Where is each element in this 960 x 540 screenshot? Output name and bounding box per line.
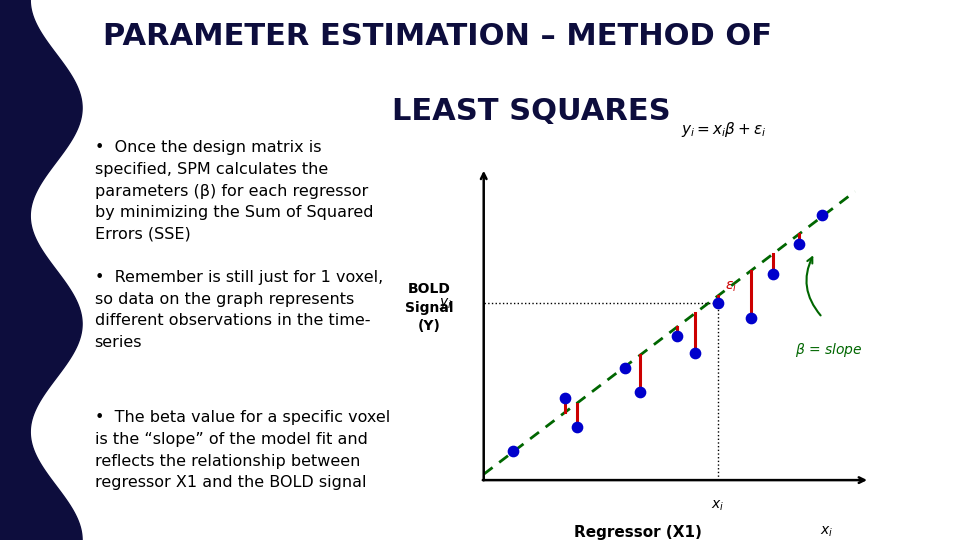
Point bbox=[506, 447, 521, 455]
Text: $y_i$: $y_i$ bbox=[440, 296, 452, 311]
Text: •  Once the design matrix is
specified, SPM calculates the
parameters (β) for ea: • Once the design matrix is specified, S… bbox=[94, 140, 373, 242]
Text: •  Remember is still just for 1 voxel,
so data on the graph represents
different: • Remember is still just for 1 voxel, so… bbox=[94, 270, 383, 350]
Text: LEAST SQUARES: LEAST SQUARES bbox=[392, 97, 670, 126]
Text: $\varepsilon_i$: $\varepsilon_i$ bbox=[725, 279, 737, 294]
Text: $\beta$ = slope: $\beta$ = slope bbox=[795, 341, 862, 359]
Polygon shape bbox=[0, 0, 82, 540]
Text: $x_i$: $x_i$ bbox=[711, 499, 724, 514]
Point bbox=[814, 211, 829, 219]
Text: BOLD
Signal
(Y): BOLD Signal (Y) bbox=[404, 282, 453, 333]
Text: PARAMETER ESTIMATION – METHOD OF: PARAMETER ESTIMATION – METHOD OF bbox=[103, 22, 772, 51]
Point bbox=[569, 423, 585, 431]
Text: $y_i = x_i\beta + \varepsilon_i$: $y_i = x_i\beta + \varepsilon_i$ bbox=[682, 120, 767, 139]
Text: $x_i$: $x_i$ bbox=[820, 525, 833, 539]
Point bbox=[766, 269, 781, 278]
Point bbox=[632, 387, 647, 396]
Point bbox=[792, 240, 807, 249]
Point bbox=[617, 364, 633, 373]
Text: •  The beta value for a specific voxel
is the “slope” of the model fit and
refle: • The beta value for a specific voxel is… bbox=[94, 410, 390, 490]
Point bbox=[687, 349, 703, 358]
Point bbox=[743, 314, 758, 322]
Point bbox=[669, 332, 684, 340]
Point bbox=[710, 299, 726, 308]
Point bbox=[558, 393, 573, 402]
Text: Regressor (X1): Regressor (X1) bbox=[573, 525, 702, 540]
